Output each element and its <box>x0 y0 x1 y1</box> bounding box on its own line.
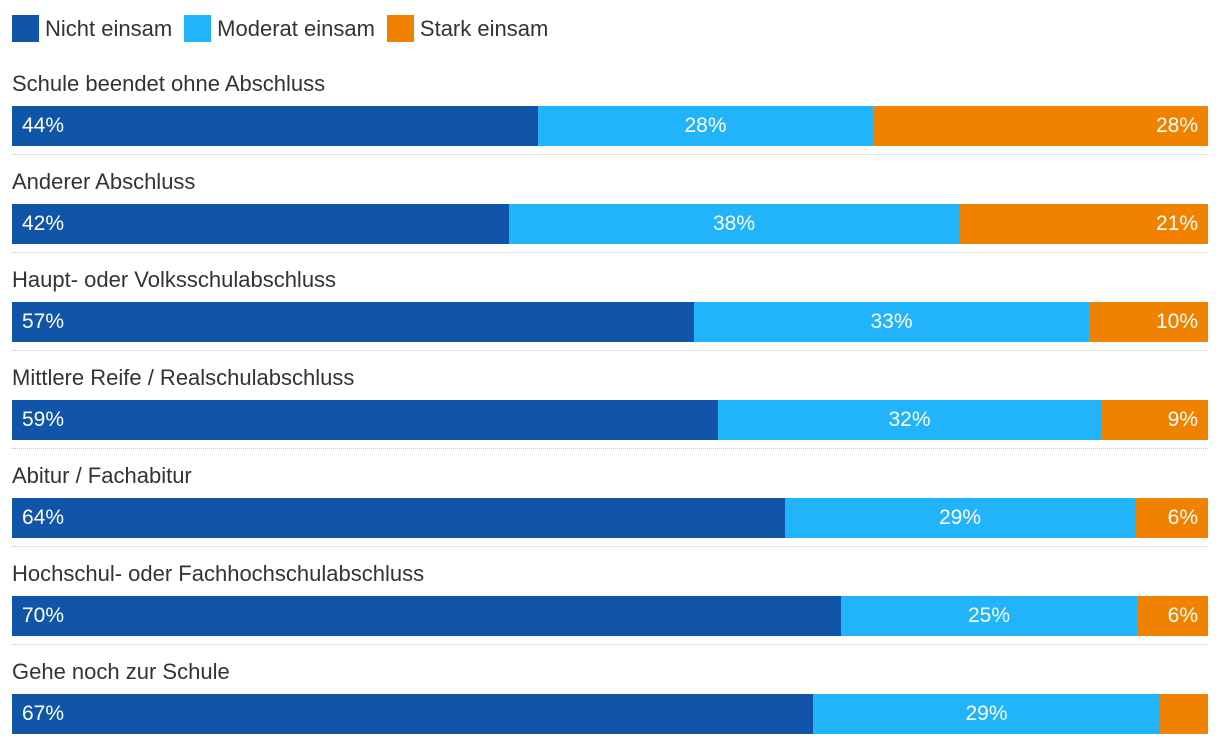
legend-item: Stark einsam <box>386 14 549 42</box>
bar-segment: 57% <box>12 302 694 342</box>
bar-segment: 38% <box>509 204 959 244</box>
category-label: Anderer Abschluss <box>12 169 196 194</box>
stacked-bar: 59% 32% 9% <box>12 400 1208 440</box>
row-divider <box>12 448 1208 449</box>
bar-segment: 9% <box>1101 400 1208 440</box>
bar-segment: 64% <box>12 498 785 538</box>
bar-segment: 25% <box>841 596 1137 636</box>
bar-segment: 28% <box>873 106 1208 146</box>
stacked-bar: 70% 25% 6% <box>12 596 1208 636</box>
bar-segment <box>1160 694 1208 734</box>
row-divider <box>12 252 1208 253</box>
row-divider <box>12 644 1208 645</box>
stacked-bar: 67% 29% <box>12 694 1208 734</box>
bar-segment: 59% <box>12 400 718 440</box>
row-divider <box>12 350 1208 351</box>
bar-segment: 6% <box>1135 498 1208 538</box>
bar-segment: 42% <box>12 204 509 244</box>
chart-row: Hochschul- oder Fachhochschulabschluss 70… <box>12 552 1208 650</box>
chart-row: Abitur / Fachabitur 64% 29% 6% <box>12 454 1208 552</box>
chart-row: Anderer Abschluss 42% 38% 21% <box>12 160 1208 258</box>
category-label: Hochschul- oder Fachhochschulabschluss <box>12 561 425 586</box>
category-label: Mittlere Reife / Realschulabschluss <box>12 365 355 390</box>
row-divider <box>12 546 1208 547</box>
stacked-bar: 64% 29% 6% <box>12 498 1208 538</box>
legend-swatch <box>12 14 39 42</box>
bar-segment: 44% <box>12 106 538 146</box>
chart-rows: Schule beendet ohne Abschluss 44% 28% 28% An… <box>12 62 1208 748</box>
bar-segment: 21% <box>959 204 1208 244</box>
bar-segment: 29% <box>785 498 1135 538</box>
bar-segment: 32% <box>718 400 1101 440</box>
legend-item: Moderat einsam <box>184 14 375 42</box>
legend-label: Stark einsam <box>419 15 549 41</box>
chart-row: Schule beendet ohne Abschluss 44% 28% 28% <box>12 62 1208 160</box>
category-label: Abitur / Fachabitur <box>12 463 192 488</box>
bar-segment: 29% <box>813 694 1160 734</box>
bar-segment: 6% <box>1137 596 1208 636</box>
category-label: Schule beendet ohne Abschluss <box>12 71 326 96</box>
bar-segment: 33% <box>694 302 1089 342</box>
legend-label: Moderat einsam <box>217 15 375 41</box>
chart-row: Mittlere Reife / Realschulabschluss 59% 32… <box>12 356 1208 454</box>
bar-segment: 70% <box>12 596 841 636</box>
row-divider <box>12 154 1208 155</box>
legend-swatch <box>386 14 414 42</box>
bar-segment: 10% <box>1089 302 1208 342</box>
chart-row: Gehe noch zur Schule 67% 29% <box>12 650 1208 748</box>
chart-legend: Nicht einsam Moderat einsam Stark einsam <box>12 13 560 43</box>
stacked-bar: 44% 28% 28% <box>12 106 1208 146</box>
stacked-bar: 42% 38% 21% <box>12 204 1208 244</box>
legend-label: Nicht einsam <box>45 15 173 41</box>
chart-row: Haupt- oder Volksschulabschluss 57% 33% 10% <box>12 258 1208 356</box>
bar-segment: 67% <box>12 694 813 734</box>
bar-segment: 28% <box>538 106 873 146</box>
stacked-bar: 57% 33% 10% <box>12 302 1208 342</box>
category-label: Haupt- oder Volksschulabschluss <box>12 267 337 292</box>
legend-item: Nicht einsam <box>12 14 173 42</box>
legend-swatch <box>184 14 212 42</box>
category-label: Gehe noch zur Schule <box>12 659 230 684</box>
